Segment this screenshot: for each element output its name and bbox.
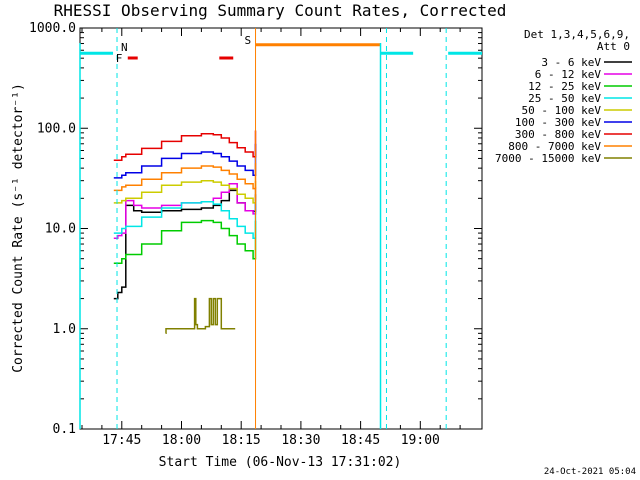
legend-entry-label: 100 - 300 keV [515, 116, 601, 129]
x-tick-label: 18:45 [341, 433, 380, 448]
legend-entry-label: 12 - 25 keV [528, 80, 601, 93]
x-axis: 17:45 18:00 18:15 18:30 18:45 19:00 [81, 28, 461, 448]
series-line-5 [113, 143, 257, 179]
series-line-6 [113, 130, 257, 161]
plot-frame [79, 27, 483, 430]
series-line-2 [113, 219, 257, 265]
legend-entry-label: 800 - 7000 keV [508, 140, 601, 153]
legend-entry-label: 6 - 12 keV [535, 68, 602, 81]
chart-title: RHESSI Observing Summary Count Rates, Co… [54, 1, 507, 20]
y-tick-label: 0.1 [53, 422, 76, 437]
y-axis: 1000.0 100.0 10.0 1.0 0.1 [29, 21, 482, 437]
observing-flags: S NF [79, 28, 482, 429]
x-tick-label: 19:00 [401, 433, 440, 448]
y-tick-label: 100.0 [37, 121, 76, 136]
flare-label: F [116, 52, 123, 65]
x-tick-label: 18:30 [281, 433, 320, 448]
x-axis-label: Start Time (06-Nov-13 17:31:02) [159, 455, 402, 470]
timestamp: 24-Oct-2021 05:04 [544, 467, 636, 477]
y-tick-label: 1.0 [53, 322, 76, 337]
legend-entry-label: 7000 - 15000 keV [495, 152, 601, 165]
legend-entry-label: 300 - 800 keV [515, 128, 601, 141]
x-tick-label: 18:15 [222, 433, 261, 448]
series-line-7 [113, 163, 257, 192]
x-tick-label: 18:00 [162, 433, 201, 448]
series-lines [113, 130, 257, 335]
y-tick-label: 1000.0 [29, 21, 76, 36]
series-line-3 [113, 200, 257, 239]
legend-entry-label: 25 - 50 keV [528, 92, 601, 105]
y-tick-label: 10.0 [45, 222, 76, 237]
series-line-0 [113, 189, 257, 300]
legend-header: Att 0 [597, 40, 630, 53]
x-tick-label: 17:45 [102, 433, 141, 448]
legend-entry-label: 50 - 100 keV [522, 104, 602, 117]
night-label: N [121, 41, 128, 54]
series-line-4 [113, 179, 257, 204]
series-line-8 [165, 297, 236, 335]
y-axis-label: Corrected Count Rate (s⁻¹ detector⁻¹) [11, 83, 26, 373]
saa-label: S [245, 34, 252, 47]
legend-entry-label: 3 - 6 keV [541, 56, 601, 69]
legend-header: Det 1,3,4,5,6,9, [524, 28, 630, 41]
